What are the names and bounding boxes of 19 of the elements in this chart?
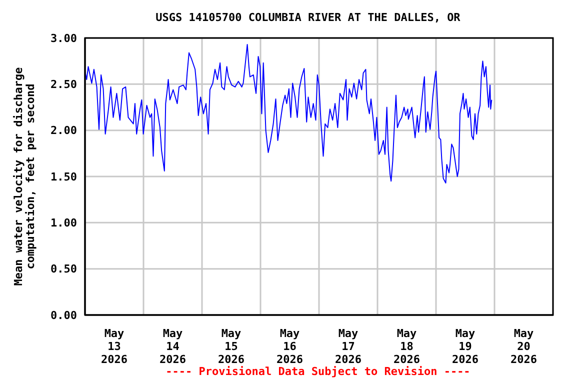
- x-tick-label: May 20 2026: [510, 327, 538, 366]
- chart-title: USGS 14105700 COLUMBIA RIVER AT THE DALLES, OR: [154, 10, 462, 26]
- x-tick-label: May 13 2026: [101, 327, 128, 366]
- y-tick-label: 2.50: [50, 78, 77, 92]
- x-tick-label: May 15 2026: [218, 327, 245, 366]
- y-tick-label: 1.50: [50, 170, 77, 184]
- y-tick-label: 2.00: [50, 124, 77, 138]
- x-tick-label: May 17 2026: [335, 327, 362, 366]
- x-tick-label: May 16 2026: [276, 327, 304, 366]
- x-tick-label: May 14 2026: [160, 327, 186, 366]
- line-series: [85, 44, 492, 184]
- x-tick-label: May 19 2026: [452, 327, 479, 366]
- x-tick-label: May 18 2026: [394, 327, 420, 366]
- y-axis-title: Mean water velocity for discharge computation, feet per second: [12, 66, 37, 286]
- y-tick-label: 0.00: [50, 308, 77, 322]
- y-tick-label: 3.00: [50, 32, 77, 45]
- y-tick-label: 0.50: [50, 262, 77, 276]
- text: ---- Provisional Data Subject to Revision ----: [164, 365, 472, 379]
- y-tick-label: 1.00: [50, 216, 77, 230]
